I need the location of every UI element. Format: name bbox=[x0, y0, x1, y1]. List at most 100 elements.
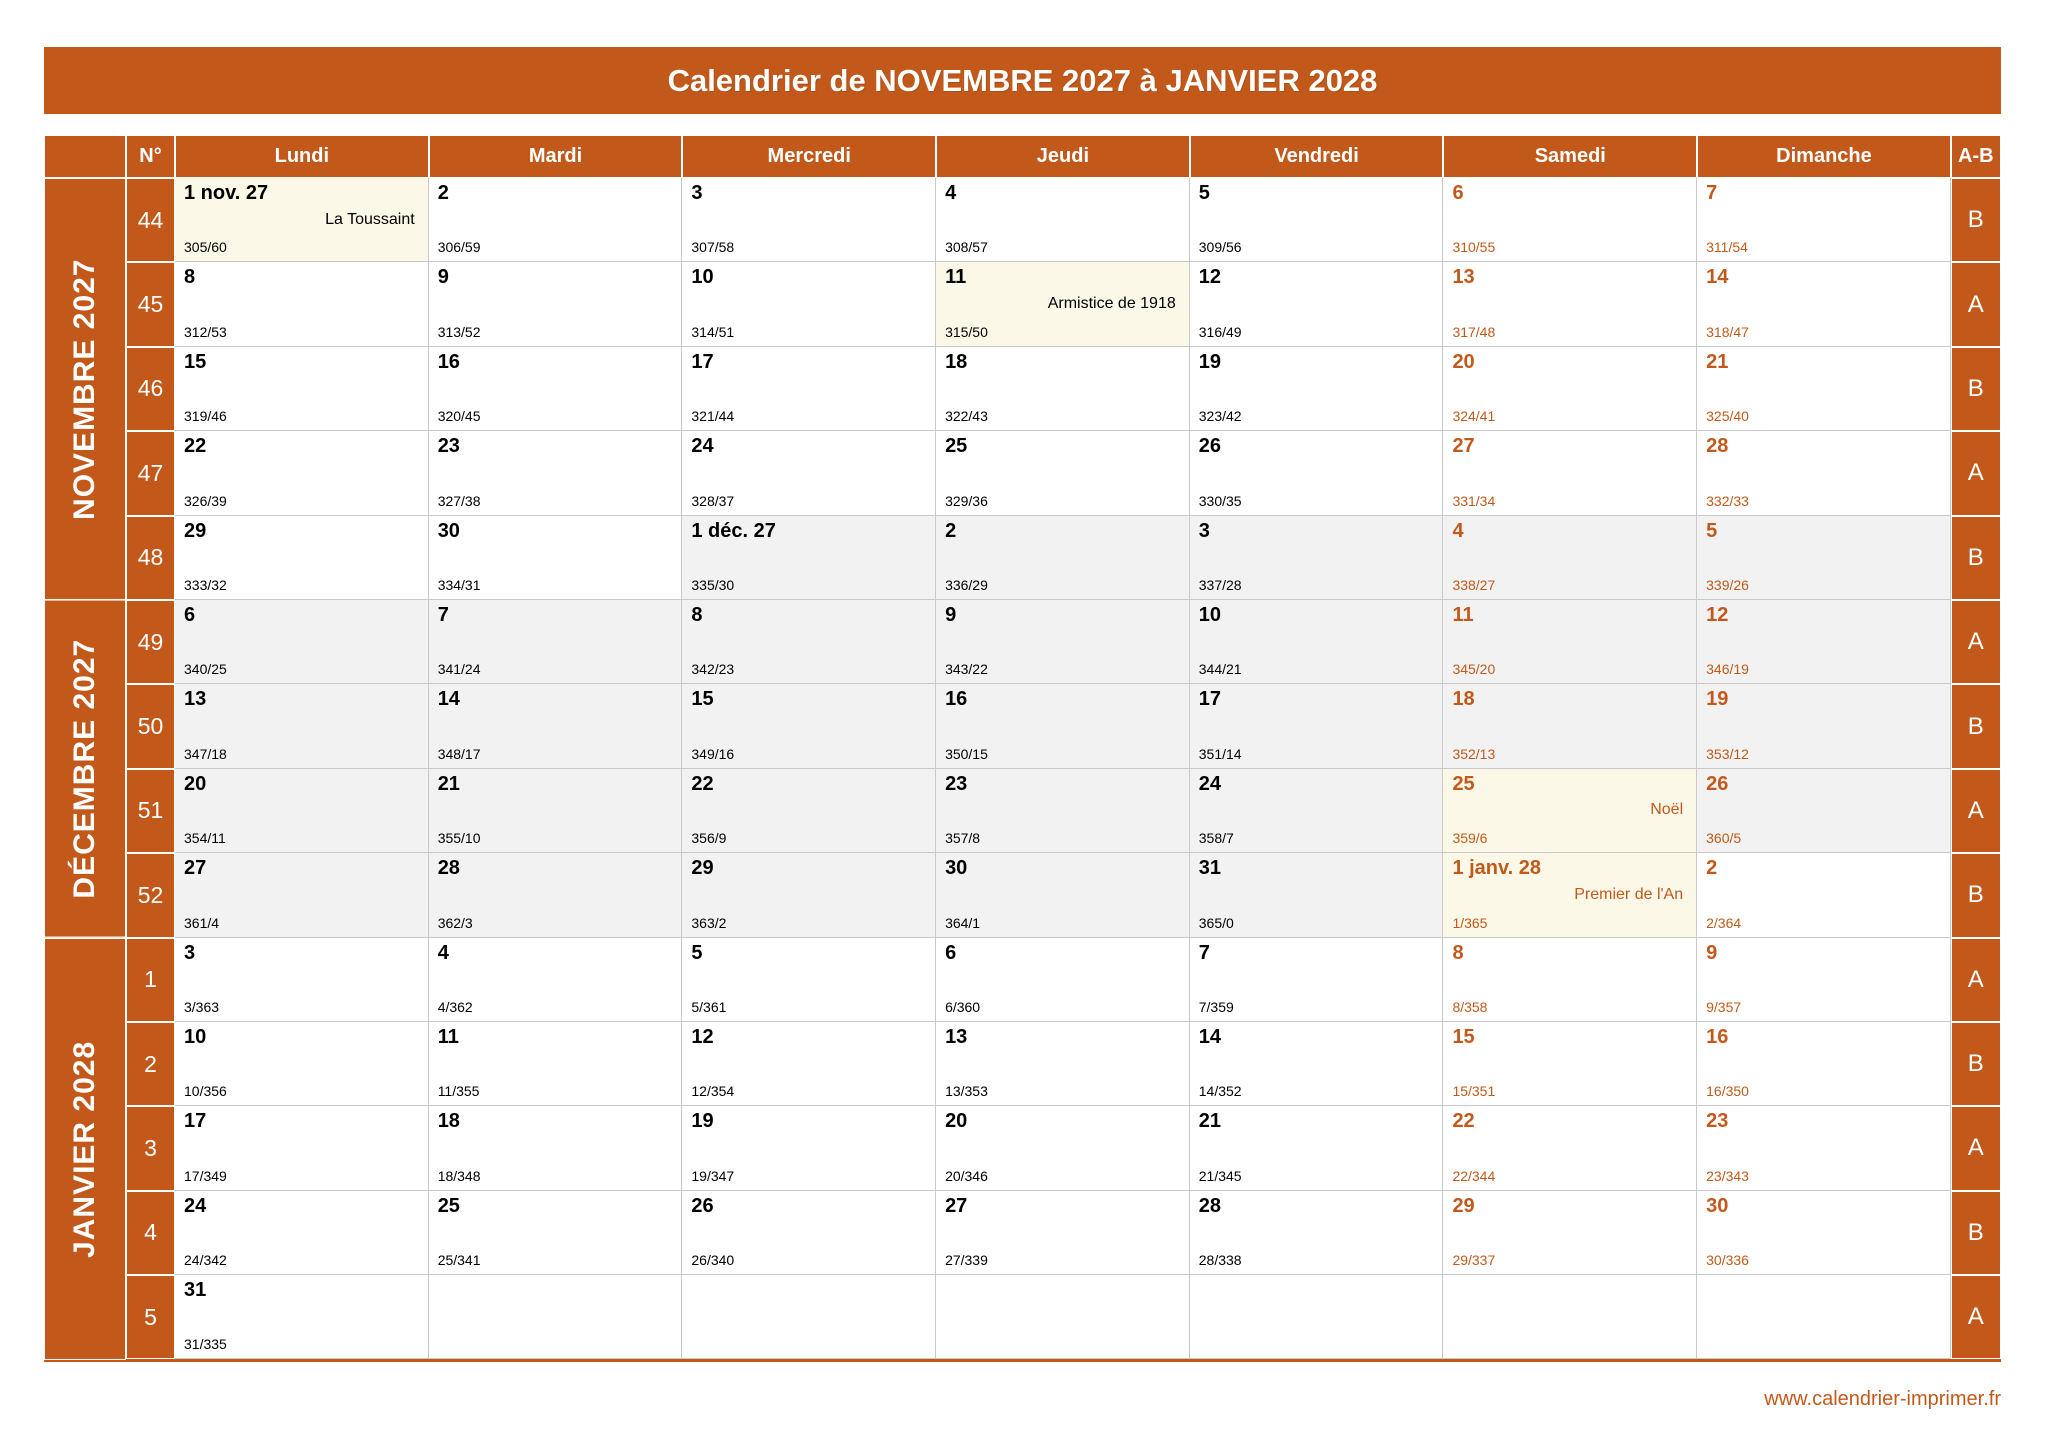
day-cell: 23 357/8 bbox=[936, 768, 1190, 854]
day-cell: 9 9/357 bbox=[1697, 937, 1951, 1022]
week-number: 47 bbox=[126, 431, 175, 516]
day-cell: 27 361/4 bbox=[175, 853, 429, 938]
day-counter: 7/359 bbox=[1198, 998, 1234, 1015]
day-counter: 356/9 bbox=[691, 830, 727, 847]
day-cell: 13 13/353 bbox=[936, 1021, 1190, 1107]
day-counter: 348/17 bbox=[437, 745, 481, 762]
day-cell: 21 21/345 bbox=[1189, 1106, 1444, 1191]
day-counter: 308/57 bbox=[945, 239, 988, 256]
day-counter: 345/20 bbox=[1452, 661, 1496, 678]
month-band: DÉCEMBRE 2027 bbox=[44, 599, 126, 938]
day-cell: 19 323/42 bbox=[1189, 346, 1444, 432]
day-cell: 29 363/2 bbox=[682, 853, 937, 938]
day-counter: 342/23 bbox=[691, 661, 735, 678]
day-number: 31 bbox=[1198, 857, 1221, 880]
day-cell: 22 356/9 bbox=[682, 768, 937, 854]
day-cell: 2 336/29 bbox=[936, 515, 1190, 600]
day-cell: 27 331/34 bbox=[1443, 431, 1698, 516]
day-number: 24 bbox=[691, 435, 714, 458]
day-number: 3 bbox=[184, 941, 196, 964]
day-counter: 334/31 bbox=[437, 576, 481, 593]
day-number: 26 bbox=[691, 1194, 714, 1217]
week-number: 5 bbox=[126, 1275, 175, 1360]
week-number: 46 bbox=[126, 346, 175, 432]
day-counter: 18/348 bbox=[437, 1167, 481, 1184]
day-counter: 19/347 bbox=[691, 1167, 735, 1184]
day-number: 26 bbox=[1706, 772, 1729, 795]
day-counter: 354/11 bbox=[184, 830, 226, 847]
day-counter: 307/58 bbox=[691, 239, 735, 256]
week-number: 51 bbox=[126, 768, 175, 854]
day-cell: 12 316/49 bbox=[1189, 262, 1444, 347]
day-cell bbox=[682, 1275, 937, 1360]
header-week-number: N° bbox=[126, 135, 175, 178]
day-number: 11 bbox=[1452, 603, 1474, 626]
day-counter: 22/344 bbox=[1452, 1167, 1496, 1184]
day-counter: 331/34 bbox=[1452, 492, 1496, 509]
day-counter: 340/25 bbox=[184, 661, 227, 678]
day-counter: 306/59 bbox=[437, 239, 481, 256]
day-cell: 3 3/363 bbox=[175, 937, 429, 1022]
day-counter: 360/5 bbox=[1706, 830, 1742, 847]
day-number: 19 bbox=[691, 1110, 714, 1133]
day-number: 2 bbox=[1706, 857, 1718, 880]
day-cell: 2 306/59 bbox=[428, 178, 683, 263]
day-cell: 24 328/37 bbox=[682, 431, 937, 516]
day-counter: 352/13 bbox=[1452, 745, 1496, 762]
day-number: 8 bbox=[184, 266, 196, 289]
week-ab: B bbox=[1950, 515, 2001, 600]
page-title: Calendrier de NOVEMBRE 2027 à JANVIER 20… bbox=[667, 62, 1378, 98]
week-ab: B bbox=[1950, 346, 2001, 432]
day-number: 18 bbox=[1452, 688, 1475, 711]
day-cell: 21 325/40 bbox=[1697, 346, 1951, 432]
day-counter: 30/336 bbox=[1706, 1252, 1749, 1269]
day-counter: 311/54 bbox=[1706, 239, 1748, 256]
footer-link[interactable]: www.calendrier-imprimer.fr bbox=[1764, 1388, 2001, 1410]
holiday-label: Armistice de 1918 bbox=[1047, 295, 1176, 313]
day-cell bbox=[1697, 1275, 1951, 1360]
day-number: 27 bbox=[945, 1194, 968, 1217]
day-cell: 16 350/15 bbox=[936, 684, 1190, 769]
day-number: 20 bbox=[945, 1110, 968, 1133]
day-counter: 12/354 bbox=[691, 1083, 735, 1100]
day-counter: 359/6 bbox=[1452, 830, 1488, 847]
header-day-4: Jeudi bbox=[936, 135, 1190, 178]
day-counter: 339/26 bbox=[1706, 576, 1749, 593]
day-number: 23 bbox=[437, 435, 460, 458]
day-cell: 14 14/352 bbox=[1189, 1021, 1444, 1107]
day-counter: 5/361 bbox=[691, 998, 727, 1015]
day-number: 19 bbox=[1198, 350, 1221, 373]
day-cell: 11 345/20 bbox=[1443, 599, 1698, 685]
day-number: 12 bbox=[1706, 603, 1729, 626]
day-counter: 15/351 bbox=[1452, 1083, 1496, 1100]
day-cell: 8 312/53 bbox=[175, 262, 429, 347]
day-counter: 312/53 bbox=[184, 323, 227, 340]
day-number: 15 bbox=[1452, 1025, 1475, 1048]
day-counter: 350/15 bbox=[945, 745, 988, 762]
week-number: 44 bbox=[126, 178, 175, 263]
day-cell: 28 362/3 bbox=[428, 853, 683, 938]
day-counter: 31/335 bbox=[184, 1336, 227, 1353]
day-counter: 314/51 bbox=[691, 323, 735, 340]
day-number: 20 bbox=[1452, 350, 1475, 373]
day-number: 2 bbox=[437, 182, 449, 204]
day-cell: 19 353/12 bbox=[1697, 684, 1951, 769]
day-counter: 309/56 bbox=[1198, 239, 1242, 256]
day-number: 25 bbox=[945, 435, 968, 458]
week-number: 2 bbox=[126, 1021, 175, 1107]
day-counter: 357/8 bbox=[945, 830, 981, 847]
day-number: 13 bbox=[1452, 266, 1475, 289]
day-cell: 23 327/38 bbox=[428, 431, 683, 516]
day-counter: 321/44 bbox=[691, 408, 735, 425]
day-counter: 327/38 bbox=[437, 492, 481, 509]
day-cell: 15 15/351 bbox=[1443, 1021, 1698, 1107]
day-counter: 24/342 bbox=[184, 1252, 227, 1269]
day-counter: 11/355 bbox=[437, 1083, 480, 1100]
day-number: 4 bbox=[437, 941, 449, 964]
day-counter: 320/45 bbox=[437, 408, 481, 425]
day-counter: 326/39 bbox=[184, 492, 227, 509]
day-cell: 5 339/26 bbox=[1697, 515, 1951, 600]
day-cell: 1 janv. 28 Premier de l'An 1/365 bbox=[1443, 853, 1698, 938]
day-cell: 20 354/11 bbox=[175, 768, 429, 854]
